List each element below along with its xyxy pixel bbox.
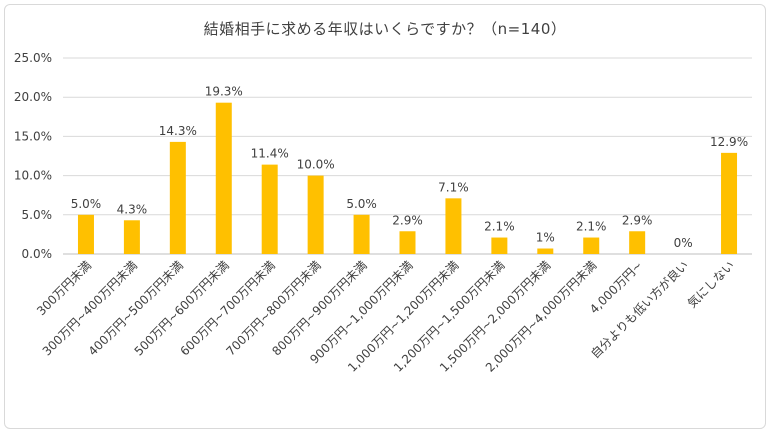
y-tick-label: 0.0% xyxy=(22,247,53,261)
data-label: 2.1% xyxy=(576,220,607,234)
data-label: 7.1% xyxy=(438,180,469,194)
data-label: 5.0% xyxy=(71,197,102,211)
data-label: 19.3% xyxy=(205,85,243,99)
data-label: 10.0% xyxy=(297,158,335,172)
bar xyxy=(353,214,370,254)
bar xyxy=(77,214,94,254)
y-tick-label: 20.0% xyxy=(14,90,52,104)
data-label: 2.9% xyxy=(622,213,653,227)
bar xyxy=(721,152,738,254)
x-category-label: 気にしない xyxy=(684,258,737,311)
y-tick-label: 5.0% xyxy=(22,208,53,222)
bar xyxy=(215,102,232,254)
data-label: 2.9% xyxy=(392,213,423,227)
bar xyxy=(123,220,140,254)
data-label: 2.1% xyxy=(484,220,515,234)
bar xyxy=(491,237,508,254)
y-axis-ticks: 0.0% 5.0% 10.0% 15.0% 20.0% 25.0% xyxy=(14,51,52,261)
chart-frame xyxy=(4,4,766,429)
bar xyxy=(537,248,554,254)
data-label: 4.3% xyxy=(117,202,148,216)
bar xyxy=(261,164,278,254)
data-label: 11.4% xyxy=(251,147,289,161)
chart-title: 結婚相手に求める年収はいくらですか？（n=140） xyxy=(203,20,567,38)
data-label: 1% xyxy=(536,231,555,245)
bar xyxy=(399,231,416,254)
y-tick-label: 15.0% xyxy=(14,129,52,143)
bar xyxy=(307,175,324,254)
bars xyxy=(77,102,738,254)
data-label: 12.9% xyxy=(710,135,748,149)
data-labels: 5.0% 4.3% 14.3% 19.3% 11.4% 10.0% 5.0% 2.9% 7.1%… xyxy=(71,85,748,250)
bar xyxy=(445,198,462,254)
y-tick-label: 25.0% xyxy=(14,51,52,65)
y-tick-label: 10.0% xyxy=(14,169,52,183)
x-axis-categories: 300万円未満300万円~400万円未満400万円~500万円未満500万円~6… xyxy=(34,258,737,375)
bar xyxy=(629,231,646,254)
data-label: 5.0% xyxy=(346,197,377,211)
data-label: 14.3% xyxy=(159,124,197,138)
bar xyxy=(583,237,600,254)
data-label: 0% xyxy=(674,236,693,250)
bar xyxy=(169,141,186,254)
